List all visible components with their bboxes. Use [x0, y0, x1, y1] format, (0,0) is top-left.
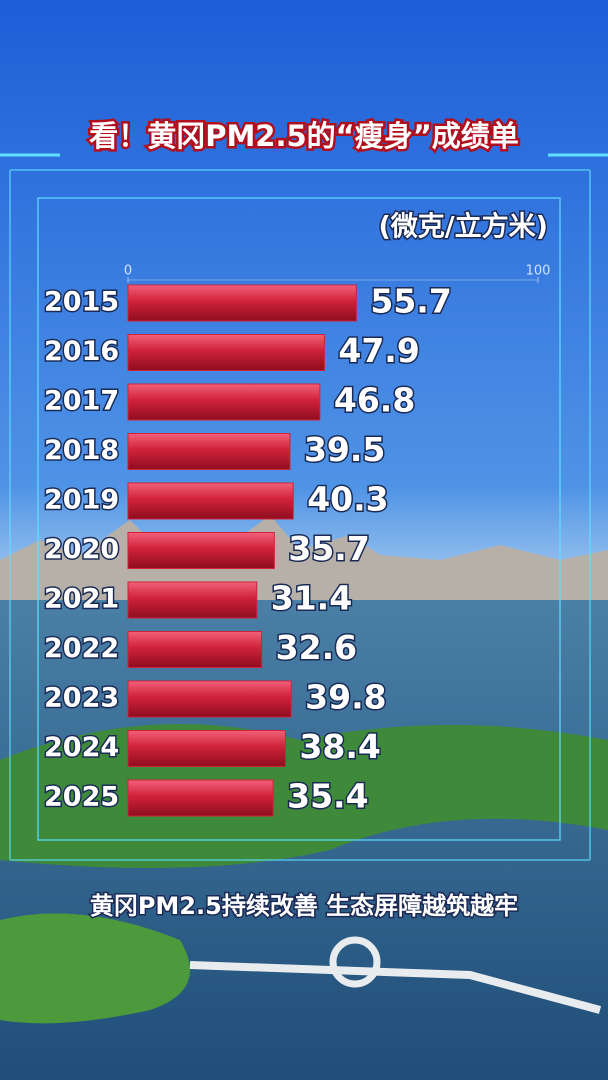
bridge-arch — [329, 936, 381, 988]
y-tick-label: 2017 — [44, 386, 119, 417]
y-tick-label: 2015 — [44, 287, 119, 318]
chart-title: 看！黄冈PM2.5的“瘦身”成绩单 — [89, 119, 519, 153]
x-tick-label: 0 — [124, 264, 132, 279]
y-tick-label: 2019 — [44, 485, 119, 516]
bar — [127, 581, 258, 619]
frame — [0, 153, 608, 861]
bar — [127, 433, 291, 470]
value-label: 47.9 — [338, 331, 419, 370]
value-label: 55.7 — [370, 282, 451, 321]
value-label: 38.4 — [299, 727, 380, 766]
bridge — [189, 961, 602, 1014]
bar — [127, 334, 325, 371]
value-label: 40.3 — [307, 480, 388, 519]
value-label: 39.8 — [305, 678, 386, 717]
y-tick-label: 2024 — [44, 732, 119, 763]
value-label: 31.4 — [271, 579, 352, 618]
bar — [127, 284, 357, 322]
bar — [127, 631, 263, 668]
y-tick-label: 2020 — [44, 534, 119, 565]
bar — [127, 482, 294, 520]
unit-label: (微克/立方米) — [378, 211, 548, 243]
y-tick-label: 2021 — [44, 584, 119, 615]
bar — [127, 730, 286, 767]
trees — [0, 913, 190, 1024]
y-tick-label: 2018 — [44, 435, 119, 466]
bar — [127, 383, 321, 421]
value-label: 46.8 — [334, 381, 415, 420]
value-label: 32.6 — [276, 628, 357, 667]
bar — [127, 779, 274, 817]
value-label: 39.5 — [304, 430, 385, 469]
bar — [127, 680, 292, 718]
value-label: 35.4 — [287, 777, 368, 816]
y-tick-label: 2023 — [44, 683, 119, 714]
x-tick-label: 100 — [526, 264, 551, 279]
bar — [127, 532, 275, 569]
y-tick-label: 2022 — [44, 633, 119, 664]
value-label: 35.7 — [288, 529, 369, 568]
subtitle: 黄冈PM2.5持续改善 生态屏障越筑越牢 — [90, 892, 518, 920]
y-tick-label: 2025 — [44, 782, 119, 813]
y-tick-label: 2016 — [44, 336, 119, 367]
